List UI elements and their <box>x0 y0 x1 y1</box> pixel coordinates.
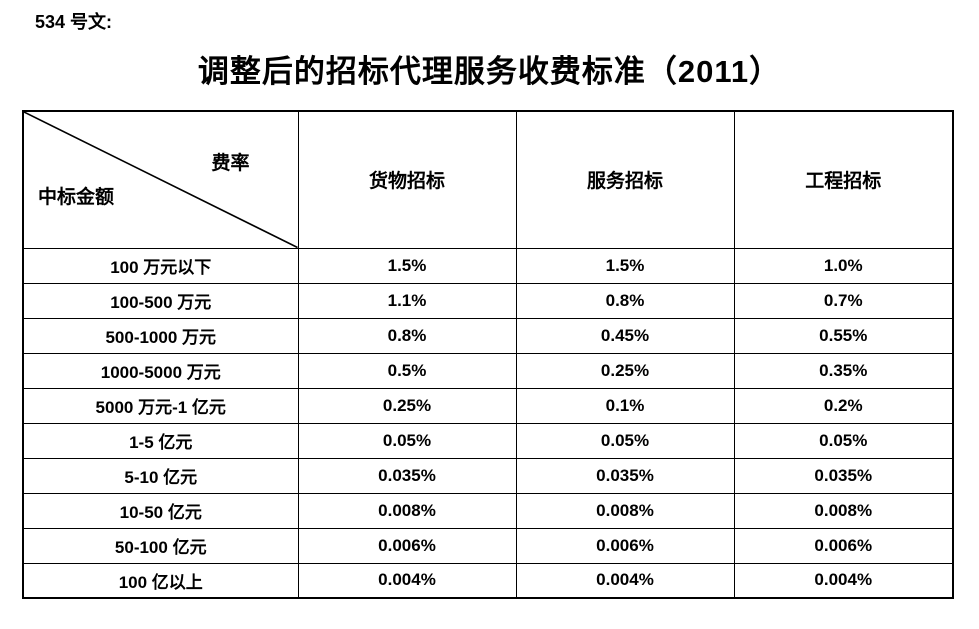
table-row: 10-50 亿元 0.008% 0.008% 0.008% <box>22 492 954 529</box>
engineering-rate-cell: 0.7% <box>733 282 954 319</box>
table-row: 100-500 万元 1.1% 0.8% 0.7% <box>22 282 954 319</box>
engineering-rate-cell: 0.35% <box>733 352 954 389</box>
amount-bracket-cell: 100 亿以上 <box>22 562 299 599</box>
corner-label-bid-amount: 中标金额 <box>38 187 115 208</box>
goods-rate-cell: 0.008% <box>297 492 517 529</box>
service-rate-cell: 0.008% <box>515 492 735 529</box>
table-row: 100 亿以上 0.004% 0.004% 0.004% <box>22 562 954 599</box>
engineering-rate-cell: 0.55% <box>733 317 954 354</box>
table-row: 50-100 亿元 0.006% 0.006% 0.006% <box>22 527 954 564</box>
doc-number-label: 534 号文: <box>35 12 113 32</box>
table-row: 1-5 亿元 0.05% 0.05% 0.05% <box>22 422 954 459</box>
fee-rate-table: 费率 中标金额 货物招标 服务招标 工程招标 100 万元以下 1.5% 1.5… <box>22 110 954 599</box>
service-rate-cell: 0.004% <box>515 562 735 599</box>
amount-bracket-cell: 1-5 亿元 <box>22 422 299 459</box>
diagonal-divider-line <box>24 112 298 248</box>
engineering-rate-cell: 0.006% <box>733 527 954 564</box>
engineering-rate-cell: 0.035% <box>733 457 954 494</box>
engineering-rate-cell: 0.2% <box>733 387 954 424</box>
column-header-goods-tender: 货物招标 <box>297 110 517 249</box>
amount-bracket-cell: 5-10 亿元 <box>22 457 299 494</box>
goods-rate-cell: 1.1% <box>297 282 517 319</box>
goods-rate-cell: 0.035% <box>297 457 517 494</box>
column-header-engineering-tender: 工程招标 <box>733 110 954 249</box>
engineering-rate-cell: 1.0% <box>733 247 954 284</box>
goods-rate-cell: 0.25% <box>297 387 517 424</box>
table-row: 100 万元以下 1.5% 1.5% 1.0% <box>22 247 954 284</box>
page-title: 调整后的招标代理服务收费标准（2011） <box>197 54 782 89</box>
table-row: 500-1000 万元 0.8% 0.45% 0.55% <box>22 317 954 354</box>
table-row: 5000 万元-1 亿元 0.25% 0.1% 0.2% <box>22 387 954 424</box>
goods-rate-cell: 0.05% <box>297 422 517 459</box>
corner-cell: 费率 中标金额 <box>22 110 299 249</box>
amount-bracket-cell: 5000 万元-1 亿元 <box>22 387 299 424</box>
service-rate-cell: 0.035% <box>515 457 735 494</box>
service-rate-cell: 0.006% <box>515 527 735 564</box>
amount-bracket-cell: 100-500 万元 <box>22 282 299 319</box>
goods-rate-cell: 0.8% <box>297 317 517 354</box>
amount-bracket-cell: 500-1000 万元 <box>22 317 299 354</box>
column-header-service-tender: 服务招标 <box>515 110 735 249</box>
goods-rate-cell: 0.004% <box>297 562 517 599</box>
goods-rate-cell: 1.5% <box>297 247 517 284</box>
service-rate-cell: 1.5% <box>515 247 735 284</box>
amount-bracket-cell: 100 万元以下 <box>22 247 299 284</box>
service-rate-cell: 0.1% <box>515 387 735 424</box>
amount-bracket-cell: 1000-5000 万元 <box>22 352 299 389</box>
engineering-rate-cell: 0.008% <box>733 492 954 529</box>
fee-table-body: 100 万元以下 1.5% 1.5% 1.0% 100-500 万元 1.1% … <box>22 247 954 599</box>
corner-label-rate: 费率 <box>211 153 250 174</box>
amount-bracket-cell: 10-50 亿元 <box>22 492 299 529</box>
service-rate-cell: 0.05% <box>515 422 735 459</box>
goods-rate-cell: 0.5% <box>297 352 517 389</box>
header-row: 费率 中标金额 货物招标 服务招标 工程招标 <box>22 110 954 249</box>
service-rate-cell: 0.25% <box>515 352 735 389</box>
service-rate-cell: 0.45% <box>515 317 735 354</box>
table-row: 5-10 亿元 0.035% 0.035% 0.035% <box>22 457 954 494</box>
amount-bracket-cell: 50-100 亿元 <box>22 527 299 564</box>
service-rate-cell: 0.8% <box>515 282 735 319</box>
engineering-rate-cell: 0.004% <box>733 562 954 599</box>
table-row: 1000-5000 万元 0.5% 0.25% 0.35% <box>22 352 954 389</box>
goods-rate-cell: 0.006% <box>297 527 517 564</box>
engineering-rate-cell: 0.05% <box>733 422 954 459</box>
